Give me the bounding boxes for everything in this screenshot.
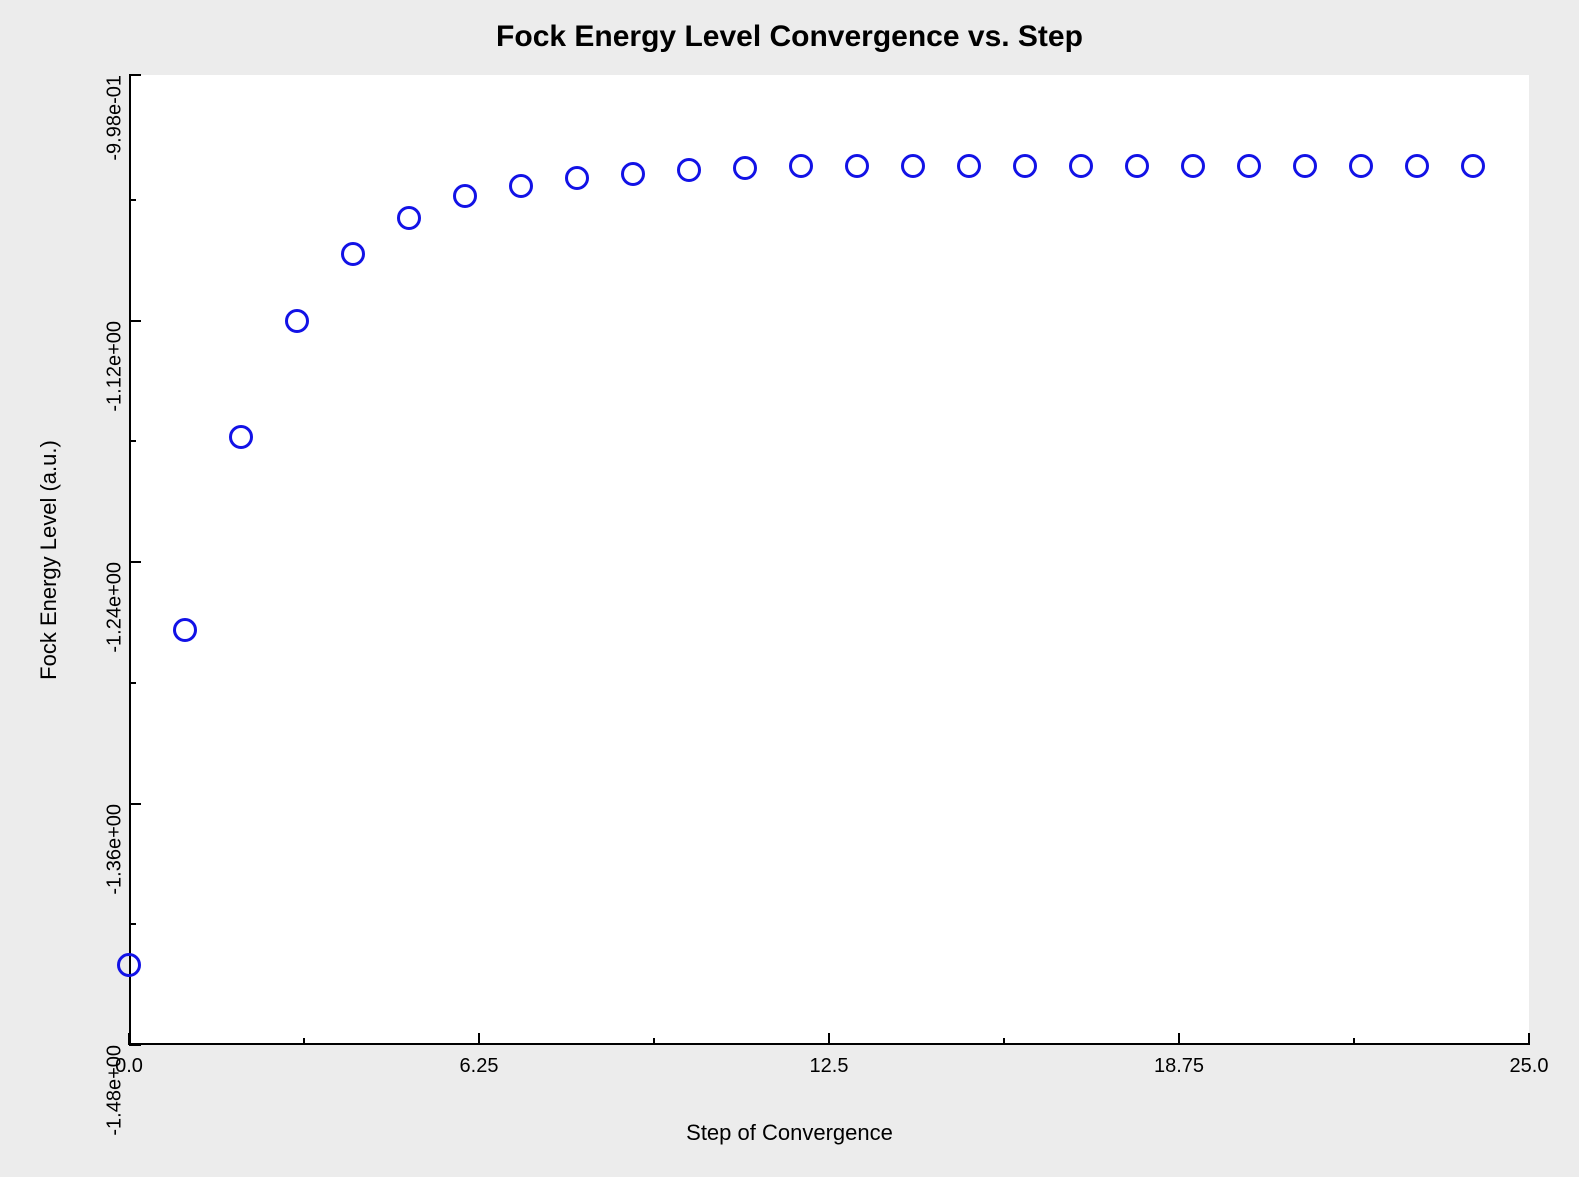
x-tick-minor — [1003, 1038, 1005, 1045]
data-point — [397, 206, 421, 230]
data-point — [1237, 154, 1261, 178]
data-point — [509, 174, 533, 198]
y-tick-major — [129, 803, 141, 805]
y-tick-label: -1.24e+00 — [104, 562, 127, 653]
x-tick-major — [1528, 1033, 1530, 1045]
y-axis-line — [129, 75, 131, 1045]
data-point — [117, 953, 141, 977]
y-tick-minor — [129, 923, 136, 925]
data-point — [901, 154, 925, 178]
data-point — [285, 309, 309, 333]
data-point — [1405, 154, 1429, 178]
data-point — [621, 162, 645, 186]
y-tick-major — [129, 561, 141, 563]
y-tick-label: -9.98e-01 — [104, 75, 127, 161]
x-tick-minor — [653, 1038, 655, 1045]
data-point — [1293, 154, 1317, 178]
data-point — [1461, 154, 1485, 178]
data-point — [677, 158, 701, 182]
data-point — [1013, 154, 1037, 178]
data-point — [453, 184, 477, 208]
y-axis-label: Fock Energy Level (a.u.) — [36, 75, 62, 1045]
x-tick-minor — [303, 1038, 305, 1045]
data-point — [845, 154, 869, 178]
x-tick-label: 18.75 — [1154, 1055, 1204, 1078]
data-point — [565, 166, 589, 190]
y-tick-label: -1.12e+00 — [104, 321, 127, 412]
x-tick-major — [828, 1033, 830, 1045]
data-point — [1125, 154, 1149, 178]
y-tick-minor — [129, 199, 136, 201]
y-tick-major — [129, 1044, 141, 1046]
x-tick-major — [1178, 1033, 1180, 1045]
x-tick-major — [478, 1033, 480, 1045]
y-tick-label: -1.36e+00 — [104, 804, 127, 895]
data-point — [789, 154, 813, 178]
data-point — [1349, 154, 1373, 178]
data-point — [733, 156, 757, 180]
y-tick-minor — [129, 440, 136, 442]
data-point — [341, 242, 365, 266]
data-point — [1069, 154, 1093, 178]
chart-title: Fock Energy Level Convergence vs. Step — [0, 20, 1579, 54]
x-tick-label: 6.25 — [460, 1055, 499, 1078]
x-axis-label: Step of Convergence — [0, 1120, 1579, 1146]
x-tick-label: 25.0 — [1510, 1055, 1549, 1078]
y-tick-minor — [129, 682, 136, 684]
x-tick-label: 12.5 — [810, 1055, 849, 1078]
chart-canvas: Fock Energy Level Convergence vs. Step 0… — [0, 0, 1579, 1177]
data-point — [957, 154, 981, 178]
data-point — [1181, 154, 1205, 178]
x-tick-minor — [1353, 1038, 1355, 1045]
plot-area — [129, 75, 1529, 1045]
y-tick-major — [129, 74, 141, 76]
y-tick-major — [129, 320, 141, 322]
